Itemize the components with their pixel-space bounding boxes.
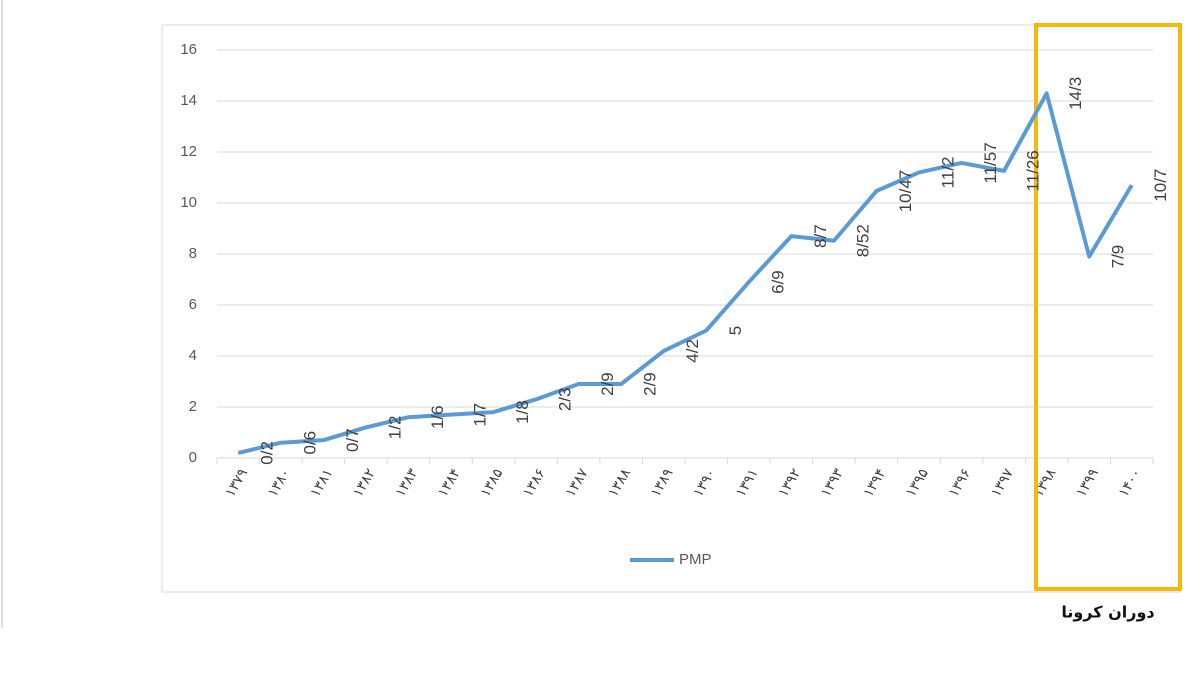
- x-tick-label: ۱۴۰۰: [1116, 466, 1145, 500]
- data-label: 11/26: [1024, 150, 1043, 191]
- data-label: 2/9: [598, 372, 617, 396]
- x-tick-label: ۱۳۸۰: [265, 466, 294, 500]
- data-label: 11/2: [938, 156, 957, 188]
- data-label: 14/3: [1066, 77, 1085, 110]
- series-line: [237, 91, 1134, 455]
- data-label: 4/2: [683, 339, 702, 363]
- data-label: 2/3: [556, 388, 575, 412]
- x-tick-label: ۱۳۹۰: [690, 466, 719, 500]
- x-tick-label: ۱۳۸۹: [648, 466, 677, 500]
- x-tick-label: ۱۳۸۳: [392, 466, 421, 500]
- data-label: 0/6: [300, 431, 319, 455]
- x-tick-label: ۱۳۸۶: [520, 466, 549, 500]
- legend-label: PMP: [679, 551, 712, 568]
- x-tick-label: ۱۳۹۱: [733, 466, 762, 500]
- data-label: 1/7: [470, 403, 489, 427]
- data-label: 1/2: [385, 416, 404, 440]
- data-label: 8/7: [811, 224, 830, 248]
- x-tick-label: ۱۳۸۱: [307, 466, 336, 500]
- data-label: 8/52: [853, 224, 872, 257]
- data-label: 6/9: [768, 270, 787, 294]
- x-tick-label: ۱۳۷۹: [222, 466, 251, 500]
- y-tick-label: 14: [180, 92, 197, 109]
- x-tick-label: ۱۳۸۷: [563, 466, 592, 500]
- x-tick-label: ۱۳۹۳: [818, 466, 847, 500]
- x-tick-label: ۱۳۹۷: [988, 466, 1017, 500]
- x-tick-label: ۱۳۸۲: [350, 466, 379, 500]
- x-tick-label: ۱۳۹۴: [860, 466, 889, 500]
- x-tick-label: ۱۳۹۹: [1073, 466, 1102, 500]
- data-label: 2/9: [641, 372, 660, 396]
- y-tick-label: 10: [180, 194, 197, 211]
- data-label: 1/6: [428, 405, 447, 429]
- data-label: 10/7: [1151, 169, 1170, 202]
- data-label: 5: [726, 326, 745, 335]
- x-tick-label: ۱۳۹۶: [946, 466, 975, 500]
- data-label: 10/47: [896, 170, 915, 213]
- x-tick-label: ۱۳۹۲: [775, 466, 804, 500]
- chart-frame: [161, 24, 1181, 593]
- y-tick-label: 6: [189, 296, 197, 313]
- x-tick-label: ۱۳۸۴: [435, 466, 464, 500]
- data-label: 11/57: [981, 142, 1000, 183]
- y-tick-label: 8: [189, 245, 197, 262]
- data-label: 0/2: [258, 441, 277, 465]
- data-label: 0/7: [343, 428, 362, 452]
- x-tick-label: ۱۳۸۸: [605, 466, 634, 500]
- y-tick-label: 0: [189, 449, 197, 466]
- y-tick-label: 2: [189, 398, 197, 415]
- x-tick-label: ۱۳۸۵: [478, 466, 507, 500]
- data-label: 7/9: [1109, 245, 1128, 269]
- y-tick-label: 16: [180, 41, 197, 58]
- highlight-box: [1034, 23, 1182, 591]
- data-label: 1/8: [513, 400, 532, 424]
- x-tick-label: ۱۳۹۵: [903, 466, 932, 500]
- y-tick-label: 12: [180, 143, 197, 160]
- y-tick-label: 4: [189, 347, 197, 364]
- annotation: دوران کرونا: [1061, 603, 1154, 622]
